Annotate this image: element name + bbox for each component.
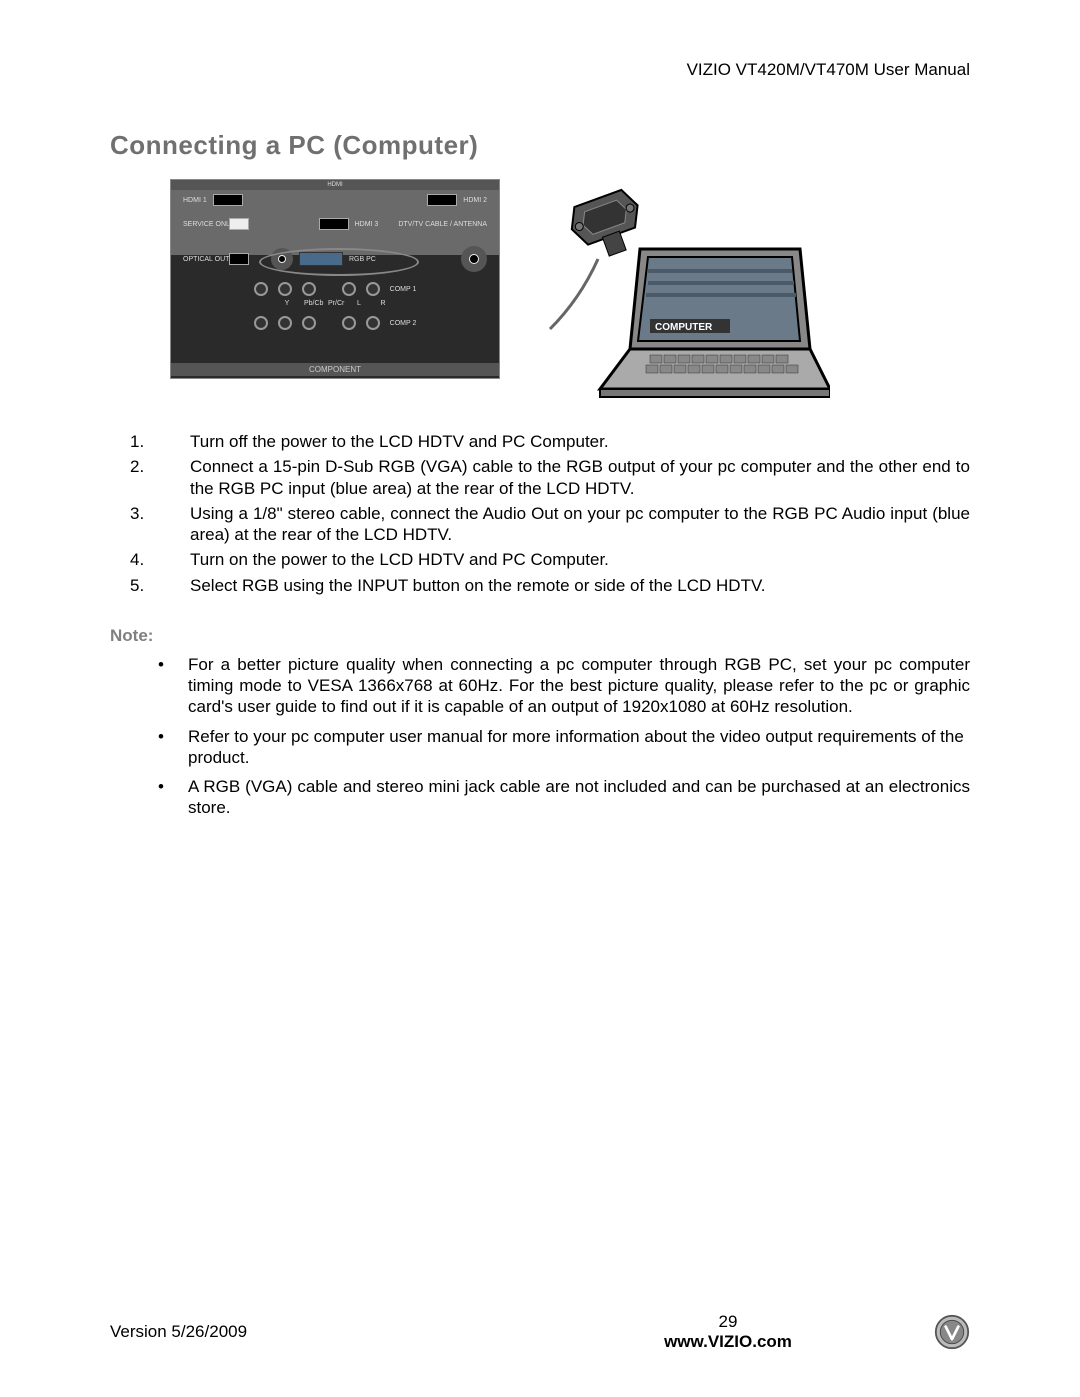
rca-r2 [366,316,380,330]
rca-pr2 [302,316,316,330]
rca-l2 [342,316,356,330]
pb-label: Pb/Cb [304,300,318,307]
step-num: 5. [130,575,190,596]
pr-label: Pr/Cr [328,300,342,307]
laptop-label-text: COMPUTER [655,322,713,333]
hdmi2-label: HDMI 2 [463,197,487,204]
footer-url: www.VIZIO.com [522,1332,934,1352]
step-num: 2. [130,456,190,499]
rca-l [342,282,356,296]
step-num: 4. [130,549,190,570]
antenna-port [461,246,487,272]
rca-pb2 [278,316,292,330]
footer-page: 29 [522,1312,934,1332]
step-3: 3.Using a 1/8" stereo cable, connect the… [130,503,970,546]
optical-label: OPTICAL OUT [183,256,223,263]
note-3: •A RGB (VGA) cable and stereo mini jack … [158,776,970,819]
step-text: Connect a 15-pin D-Sub RGB (VGA) cable t… [190,456,970,499]
panel-top-label: HDMI [171,180,499,190]
note-text: A RGB (VGA) cable and stereo mini jack c… [188,776,970,819]
footer: Version 5/26/2009 29 www.VIZIO.com [110,1312,970,1352]
hdmi1-label: HDMI 1 [183,197,207,204]
hdmi3-port [319,218,349,230]
rca-pb [278,282,292,296]
comp1-label: COMP 1 [390,286,417,293]
step-text: Turn off the power to the LCD HDTV and P… [190,431,970,452]
footer-center: 29 www.VIZIO.com [522,1312,934,1352]
tv-back-panel-illustration: HDMI HDMI 1 HDMI 2 SERVICE ONLY HDMI 3 D… [170,179,500,379]
step-4: 4.Turn on the power to the LCD HDTV and … [130,549,970,570]
notes-list: •For a better picture quality when conne… [158,654,970,819]
laptop-illustration: COMPUTER [530,179,830,409]
rca-y2 [254,316,268,330]
images-row: HDMI HDMI 1 HDMI 2 SERVICE ONLY HDMI 3 D… [170,179,970,409]
y-label: Y [280,300,294,307]
bullet-icon: • [158,726,188,769]
r-label: R [376,300,390,307]
l-label: L [352,300,366,307]
step-5: 5.Select RGB using the INPUT button on t… [130,575,970,596]
section-title: Connecting a PC (Computer) [110,130,970,161]
footer-version: Version 5/26/2009 [110,1322,522,1342]
note-text: For a better picture quality when connec… [188,654,970,718]
hdmi3-label: HDMI 3 [355,221,379,228]
note-2: •Refer to your pc computer user manual f… [158,726,970,769]
hdmi1-port [213,194,243,206]
note-1: •For a better picture quality when conne… [158,654,970,718]
service-port [229,218,249,230]
note-label: Note: [110,626,970,646]
note-text: Refer to your pc computer user manual fo… [188,726,970,769]
step-num: 3. [130,503,190,546]
step-text: Turn on the power to the LCD HDTV and PC… [190,549,970,570]
component-label: COMPONENT [171,363,499,376]
rca-r [366,282,380,296]
step-text: Select RGB using the INPUT button on the… [190,575,970,596]
steps-list: 1.Turn off the power to the LCD HDTV and… [130,431,970,596]
rca-pr [302,282,316,296]
step-1: 1.Turn off the power to the LCD HDTV and… [130,431,970,452]
service-label: SERVICE ONLY [183,221,223,228]
comp2-label: COMP 2 [390,320,417,327]
header-right: VIZIO VT420M/VT470M User Manual [110,60,970,80]
dtv-label: DTV/TV CABLE / ANTENNA [398,221,487,228]
step-num: 1. [130,431,190,452]
optical-port [229,253,249,265]
hdmi2-port [427,194,457,206]
bullet-icon: • [158,654,188,718]
vizio-logo-icon [934,1314,970,1350]
step-2: 2.Connect a 15-pin D-Sub RGB (VGA) cable… [130,456,970,499]
rca-y [254,282,268,296]
step-text: Using a 1/8" stereo cable, connect the A… [190,503,970,546]
rgb-highlight-ellipse [259,248,419,276]
bullet-icon: • [158,776,188,819]
